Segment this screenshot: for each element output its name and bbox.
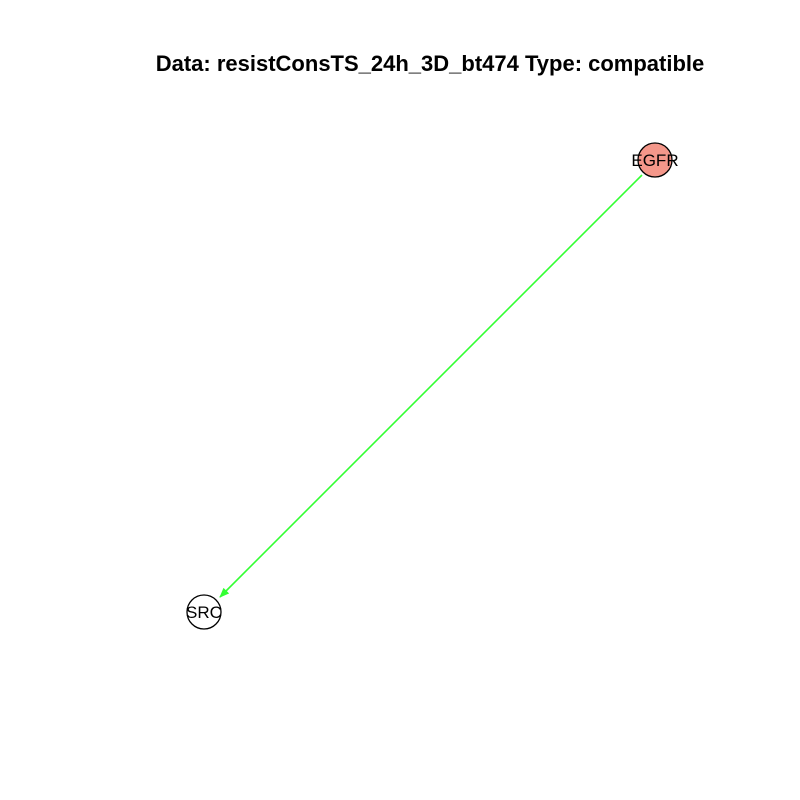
nodes-layer: EGFR SRC [186, 142, 679, 630]
edge-egfr-to-src [219, 174, 643, 598]
diagram-title: Data: resistConsTS_24h_3D_bt474 Type: co… [156, 51, 705, 76]
node-src-circle [186, 594, 222, 630]
node-src: SRC [186, 594, 222, 630]
node-src-label: SRC [186, 603, 222, 622]
node-egfr: EGFR [631, 142, 679, 178]
edges-layer [219, 174, 643, 598]
node-egfr-circle [637, 142, 673, 178]
node-egfr-label: EGFR [631, 151, 678, 170]
